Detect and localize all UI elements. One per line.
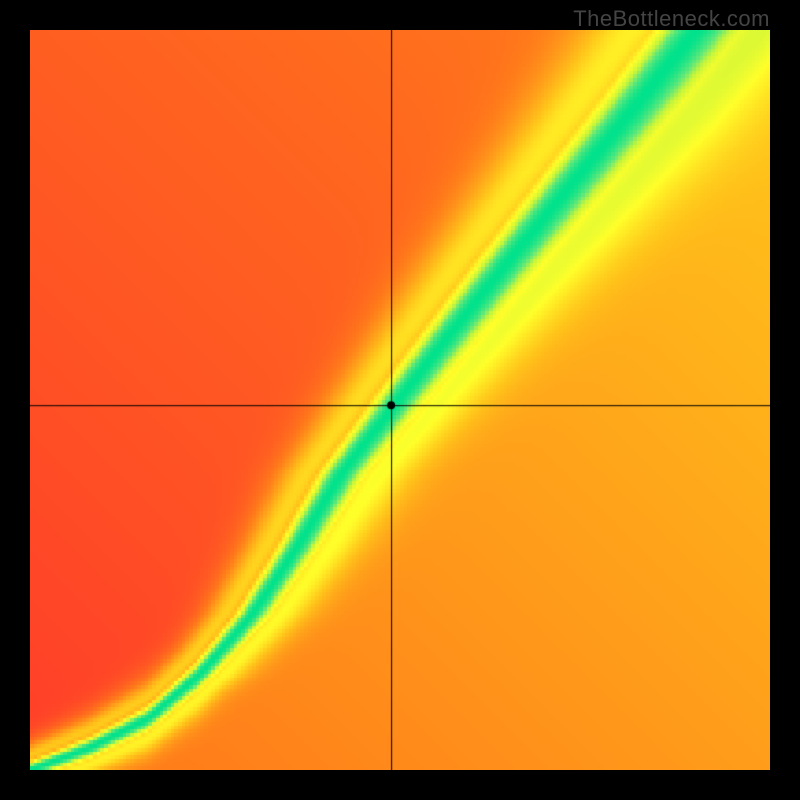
plot-area [30,30,770,770]
watermark-text: TheBottleneck.com [573,6,770,32]
heatmap-canvas [30,30,770,770]
figure-outer: TheBottleneck.com [0,0,800,800]
